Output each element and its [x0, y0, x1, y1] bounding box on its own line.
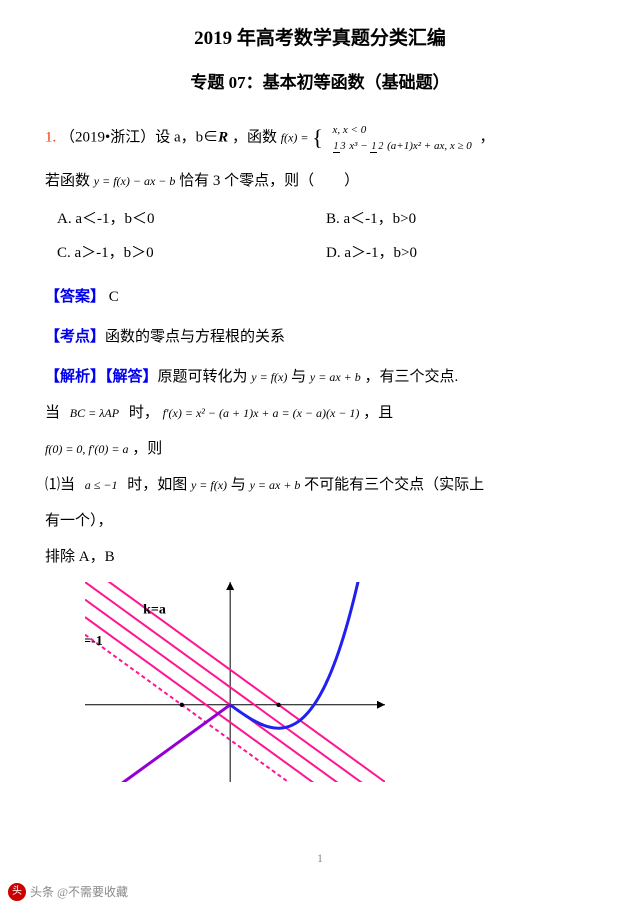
- jx-e2b: y = ax + b: [250, 478, 301, 492]
- analysis-4: ⑴当 a ≤ −1 时，如图 y = f(x) 与 y = ax + b 不可能…: [45, 470, 595, 500]
- stem-tail-comma: ，: [480, 129, 495, 145]
- jx-cond1: BC = λAP: [70, 406, 119, 420]
- page-number: 1: [0, 846, 640, 870]
- s2a: 若函数: [45, 173, 90, 189]
- option-C: C. a＞-1，b＞0: [57, 238, 326, 268]
- jx-t2a: 时，如图: [127, 477, 187, 493]
- question-stem-1: 1. （2019•浙江）设 a，b∈R ，函数 f(x) = { x, x < …: [45, 116, 595, 160]
- jx-e2a: y = f(x): [191, 478, 227, 492]
- exclude-line: 排除 A，B: [45, 542, 595, 572]
- analysis-3: f(0) = 0, f′(0) = a ，则: [45, 434, 595, 464]
- q-source: （2019•浙江）设 a，b∈: [60, 129, 218, 145]
- question-stem-2: 若函数 y = f(x) − ax − b 恰有 3 个零点，则（ ）: [45, 166, 595, 196]
- s2b: y = f(x) − ax − b: [94, 174, 176, 188]
- option-B: B. a＜-1，b>0: [326, 204, 595, 234]
- jx-label2: 【解答】: [105, 369, 158, 385]
- function-chart: k=a k=-1: [85, 582, 385, 782]
- set-R: R: [218, 129, 228, 145]
- jx-idx: ⑴当: [45, 477, 75, 493]
- keypoint-line: 【考点】函数的零点与方程根的关系: [45, 322, 595, 352]
- jx-label1: 【解析】: [45, 369, 105, 385]
- answer-line: 【答案】 C: [45, 282, 595, 312]
- q-lead: ，函数: [232, 129, 277, 145]
- page-subtitle: 专题 07：基本初等函数（基础题）: [45, 66, 595, 100]
- kp-value: 函数的零点与方程根的关系: [105, 329, 285, 345]
- answer-label: 【答案】: [45, 289, 105, 305]
- q-number: 1.: [45, 129, 56, 145]
- jx-cond2: a ≤ −1: [85, 478, 118, 492]
- jx-when: 当: [45, 405, 60, 421]
- piece-2: 13 x³ − 12 (a+1)x² + ax, x ≥ 0: [331, 139, 474, 153]
- page-title: 2019 年高考数学真题分类汇编: [45, 20, 595, 58]
- jx-ze: ，则: [132, 441, 162, 457]
- jx-t1: 原题可转化为: [158, 369, 248, 385]
- analysis-4b: 有一个），: [45, 506, 595, 536]
- fx-eq: f(x) =: [281, 130, 309, 144]
- option-A: A. a＜-1，b＜0: [57, 204, 326, 234]
- piece-1: x, x < 0: [331, 123, 474, 137]
- watermark-text: 头条 @不需要收藏: [30, 880, 128, 904]
- jx-e1: y = f(x): [251, 370, 287, 384]
- jx-e1b: y = ax + b: [310, 370, 361, 384]
- svg-text:k=-1: k=-1: [85, 634, 103, 649]
- jx-t1b: 与: [291, 369, 306, 385]
- jx-qie: ，且: [363, 405, 393, 421]
- jx-t1c: ，有三个交点.: [365, 369, 459, 385]
- piecewise: {: [312, 116, 323, 160]
- svg-text:k=a: k=a: [143, 603, 166, 618]
- p2b: (a+1)x² + ax, x ≥ 0: [387, 140, 472, 152]
- jx-fp: f′(x) = x² − (a + 1)x + a = (x − a)(x − …: [163, 406, 360, 420]
- s2c: 恰有 3 个零点，则（ ）: [179, 173, 359, 189]
- jx-t2b: 与: [231, 477, 246, 493]
- analysis-2: 当 BC = λAP 时， f′(x) = x² − (a + 1)x + a …: [45, 398, 595, 428]
- analysis-1: 【解析】【解答】原题可转化为 y = f(x) 与 y = ax + b ，有三…: [45, 362, 595, 392]
- watermark: 头 头条 @不需要收藏: [8, 880, 128, 904]
- p2a: x³ −: [349, 140, 367, 152]
- option-D: D. a＞-1，b>0: [326, 238, 595, 268]
- kp-label: 【考点】: [45, 329, 105, 345]
- jx-t2c: 不可能有三个交点（实际上: [304, 477, 484, 493]
- jx-shi: 时，: [129, 405, 159, 421]
- options: A. a＜-1，b＜0 B. a＜-1，b>0 C. a＞-1，b＞0 D. a…: [57, 204, 595, 272]
- answer-value: C: [109, 289, 119, 305]
- toutiao-icon: 头: [8, 883, 26, 901]
- jx-f0: f(0) = 0, f′(0) = a: [45, 442, 128, 456]
- piecewise-body: x, x < 0 13 x³ − 12 (a+1)x² + ax, x ≥ 0: [329, 121, 476, 156]
